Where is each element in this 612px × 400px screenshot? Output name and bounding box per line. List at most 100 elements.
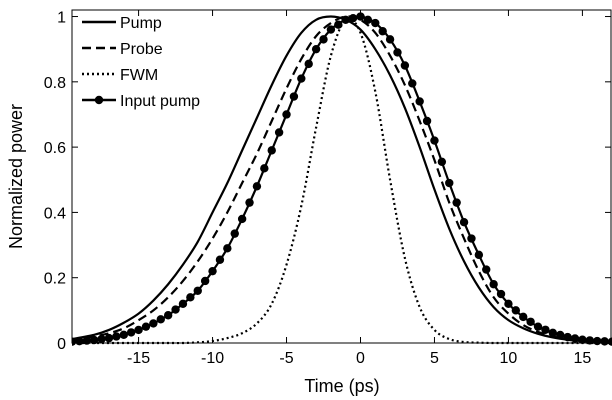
y-tick-label: 0.8 — [44, 75, 66, 92]
data-point-input-pump — [75, 336, 84, 346]
data-point-input-pump — [163, 311, 173, 320]
data-point-input-pump — [363, 15, 373, 24]
data-point-input-pump — [519, 312, 528, 322]
data-point-input-pump — [393, 48, 402, 57]
data-point-input-pump — [141, 322, 151, 331]
data-point-input-pump — [430, 136, 439, 145]
data-point-input-pump — [356, 12, 365, 21]
data-point-input-pump — [445, 178, 454, 188]
x-tick-label: -5 — [279, 350, 293, 367]
x-tick-label: -15 — [127, 350, 150, 367]
data-point-input-pump — [156, 315, 165, 324]
data-point-input-pump — [126, 328, 136, 337]
plot-area — [72, 12, 612, 346]
data-point-input-pump — [459, 218, 469, 227]
data-point-input-pump — [282, 110, 291, 119]
data-point-input-pump — [341, 15, 350, 24]
data-point-input-pump — [319, 35, 328, 44]
series-markers-input-pump — [72, 12, 612, 346]
data-point-input-pump — [467, 234, 476, 243]
data-point-input-pump — [82, 336, 91, 345]
legend-label-probe: Probe — [120, 41, 163, 58]
legend-label-input-pump: Input pump — [120, 93, 200, 110]
x-tick-label: 10 — [500, 350, 518, 367]
series-line-pump — [72, 15, 612, 344]
x-tick-label: -10 — [201, 350, 224, 367]
data-point-input-pump — [72, 337, 77, 346]
series-line-input-pump — [72, 15, 612, 343]
data-point-input-pump — [134, 325, 143, 335]
y-axis-title: Normalized power — [6, 104, 26, 249]
data-point-input-pump — [437, 157, 447, 167]
data-point-input-pump — [149, 319, 158, 328]
series-line-probe — [72, 15, 612, 344]
data-point-input-pump — [274, 128, 284, 137]
y-tick-label: 0.6 — [44, 140, 66, 157]
data-point-input-pump — [348, 13, 358, 23]
series-group — [72, 12, 612, 346]
data-point-input-pump — [112, 332, 121, 341]
x-tick-label: 15 — [574, 350, 592, 367]
legend-item-fwm: FWM — [82, 67, 158, 84]
axes-frame — [71, 9, 612, 344]
legend: Pump Probe FWM Input pump — [82, 15, 200, 110]
data-point-input-pump — [570, 334, 580, 343]
x-tick-label: 0 — [356, 350, 365, 367]
legend-label-fwm: FWM — [120, 67, 158, 84]
data-point-input-pump — [200, 276, 210, 286]
y-tick-label: 0.4 — [44, 205, 66, 222]
data-point-input-pump — [260, 164, 269, 173]
data-point-input-pump — [563, 332, 572, 342]
data-point-input-pump — [297, 74, 306, 83]
data-point-input-pump — [422, 116, 432, 126]
data-point-input-pump — [119, 330, 128, 340]
data-point-input-pump — [252, 182, 262, 191]
data-point-input-pump — [178, 299, 188, 309]
data-point-input-pump — [585, 336, 595, 345]
data-point-input-pump — [186, 293, 195, 302]
data-point-input-pump — [245, 198, 254, 207]
data-point-input-pump — [223, 244, 232, 253]
data-point-input-pump — [371, 18, 380, 28]
data-point-input-pump — [533, 322, 543, 331]
data-point-input-pump — [541, 325, 550, 334]
axes: -15 -10 -5 0 5 10 15 0 0.2 0.4 0.6 0.8 1 — [44, 9, 612, 367]
data-point-input-pump — [89, 335, 99, 345]
data-point-input-pump — [289, 92, 299, 101]
legend-label-pump: Pump — [120, 15, 162, 32]
legend-item-input-pump: Input pump — [82, 93, 200, 110]
legend-marker-input-pump — [94, 95, 104, 105]
data-point-input-pump — [593, 336, 602, 346]
data-point-input-pump — [171, 305, 180, 314]
data-point-input-pump — [193, 286, 202, 295]
data-point-input-pump — [237, 214, 247, 224]
data-point-input-pump — [215, 255, 225, 264]
data-point-input-pump — [482, 265, 491, 274]
y-tick-label: 0 — [57, 336, 66, 353]
data-point-input-pump — [489, 280, 498, 289]
data-point-input-pump — [600, 337, 609, 346]
data-point-input-pump — [511, 306, 521, 315]
data-point-input-pump — [230, 229, 239, 238]
data-point-input-pump — [267, 146, 276, 155]
data-point-input-pump — [97, 334, 106, 344]
data-point-input-pump — [311, 44, 321, 54]
data-point-input-pump — [378, 27, 387, 36]
data-point-input-pump — [408, 79, 417, 88]
data-point-input-pump — [474, 250, 484, 260]
data-point-input-pump — [400, 61, 410, 70]
data-point-input-pump — [326, 25, 336, 34]
x-tick-label: 5 — [430, 350, 439, 367]
legend-item-probe: Probe — [82, 41, 163, 58]
data-point-input-pump — [304, 59, 313, 69]
y-tick-label: 0.2 — [44, 271, 66, 288]
data-point-input-pump — [556, 330, 565, 340]
y-tick-label: 1 — [57, 10, 66, 27]
data-point-input-pump — [452, 198, 461, 207]
data-point-input-pump — [548, 328, 558, 338]
data-point-input-pump — [415, 97, 424, 106]
data-point-input-pump — [104, 333, 114, 343]
data-point-input-pump — [496, 289, 506, 299]
